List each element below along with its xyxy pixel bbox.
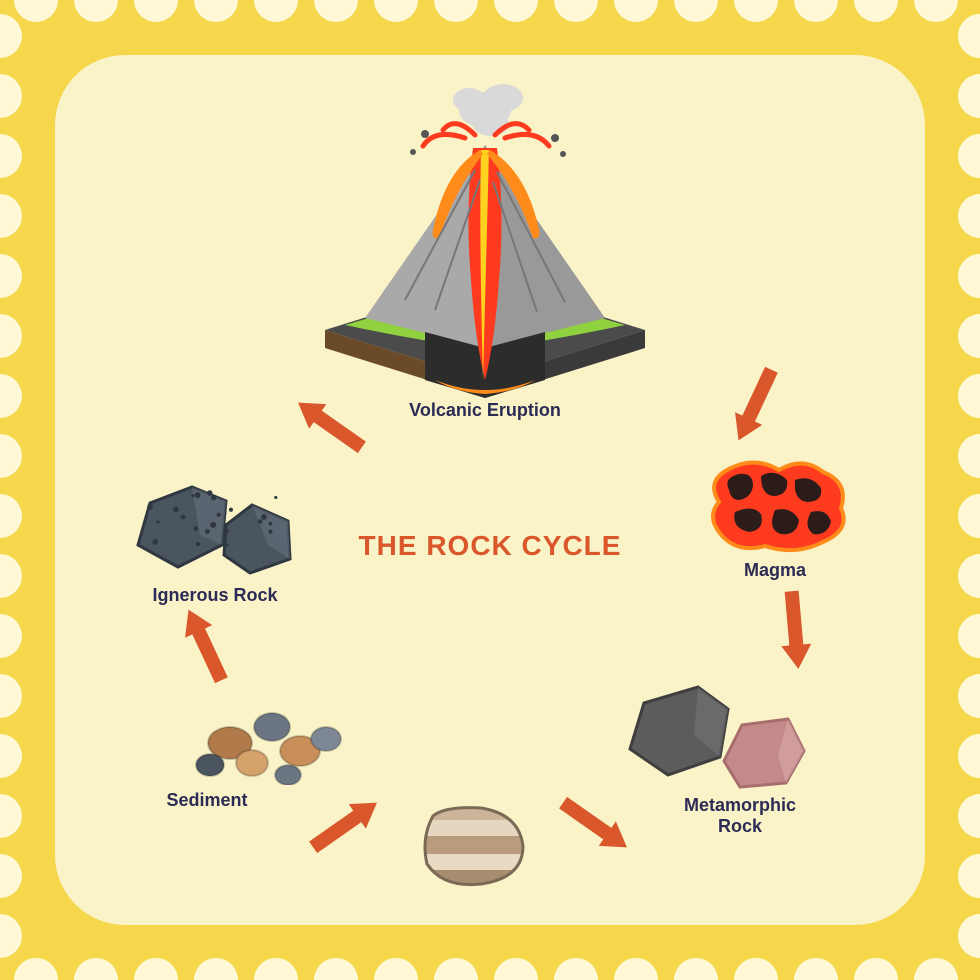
diagram-title: THE ROCK CYCLE xyxy=(340,530,640,562)
magma-icon xyxy=(695,450,855,560)
node-metamorphic-rock: Metamorphic Rock xyxy=(620,675,810,795)
cycle-arrow xyxy=(175,603,235,686)
diagram-frame: THE ROCK CYCLE xyxy=(0,0,980,980)
node-magma: Magma xyxy=(695,450,855,560)
sedimentary-rock-icon xyxy=(415,798,535,893)
sediment-label: Sediment xyxy=(87,790,327,811)
node-sedimentary-rock xyxy=(415,798,535,893)
node-volcanic-eruption: Volcanic Eruption xyxy=(305,80,665,410)
igneous-rock-label: Ignerous Rock xyxy=(95,585,335,606)
node-sediment: Sediment xyxy=(180,685,350,785)
cycle-arrow xyxy=(777,590,814,670)
metamorphic-rock-label: Metamorphic Rock xyxy=(620,795,860,836)
volcanic-eruption-label: Volcanic Eruption xyxy=(365,400,605,421)
node-igneous-rock: Ignerous Rock xyxy=(130,475,300,585)
cycle-stage: THE ROCK CYCLE xyxy=(55,55,925,925)
cycle-arrow xyxy=(725,363,785,446)
igneous-rock-icon xyxy=(130,475,300,585)
metamorphic-rock-icon xyxy=(620,675,810,795)
magma-label: Magma xyxy=(655,560,895,581)
volcanic-eruption-icon xyxy=(305,80,665,410)
sediment-icon xyxy=(180,685,350,785)
